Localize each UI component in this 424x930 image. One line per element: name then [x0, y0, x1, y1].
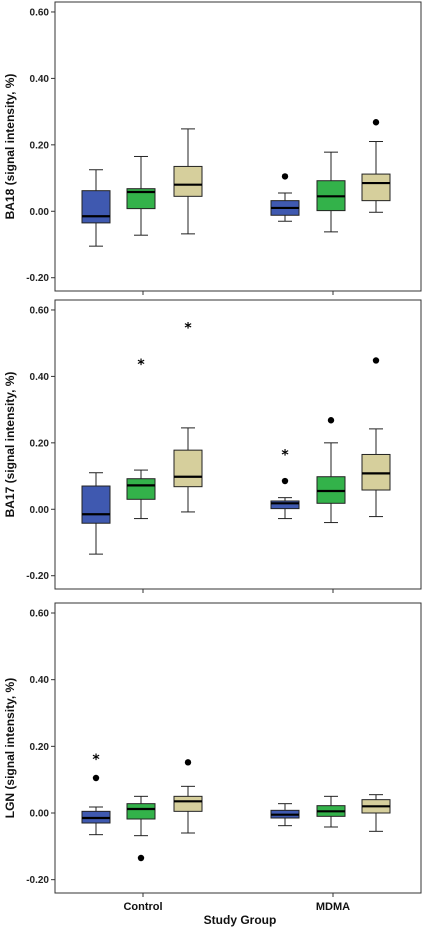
panel-1: -0.20 0.00 0.20 0.40 0.60 BA18 (signal intens… — [3, 1, 422, 295]
y-tick-label: 0.20 — [30, 742, 50, 753]
panel-frame — [54, 602, 422, 894]
box-control-2: * — [126, 357, 156, 520]
x-category-label: Control — [123, 901, 162, 913]
y-tick-label: 0.60 — [30, 7, 50, 18]
box-control-1 — [81, 169, 111, 247]
y-tick-label: -0.20 — [26, 571, 49, 582]
panel-2: -0.20 0.00 0.20 0.40 0.60 BA17 (signal intens… — [3, 299, 422, 593]
box-mdma-3 — [361, 357, 391, 518]
box-control-1 — [81, 472, 111, 555]
y-tick-label: 0.40 — [30, 675, 50, 686]
outlier-circle — [281, 173, 289, 180]
outlier-circle — [372, 119, 380, 126]
box-mdma-3 — [361, 119, 391, 213]
iqr-box — [81, 190, 111, 224]
y-axis-title: BA18 (signal intensity, %) — [3, 74, 17, 220]
box-control-3 — [173, 128, 203, 235]
iqr-box — [81, 485, 111, 524]
panel-3: -0.20 0.00 0.20 0.40 0.60 LGN (signal intensi… — [3, 602, 422, 927]
outlier-star: * — [137, 357, 145, 373]
iqr-box — [173, 795, 203, 812]
y-tick-label: 0.00 — [30, 809, 50, 820]
y-tick-label: -0.20 — [26, 273, 49, 284]
panel-frame — [54, 1, 422, 292]
box-mdma-1 — [270, 173, 300, 222]
outlier-circle — [281, 477, 289, 485]
y-tick-label: 0.00 — [30, 207, 50, 218]
outlier-circle — [372, 357, 380, 364]
iqr-box — [126, 478, 156, 500]
box-control-2 — [126, 795, 156, 862]
outlier-star: * — [281, 447, 289, 463]
iqr-box — [361, 173, 391, 202]
y-tick-label: -0.20 — [26, 875, 49, 886]
y-tick-label: 0.40 — [30, 74, 50, 85]
outlier-circle — [137, 854, 145, 862]
iqr-box — [361, 453, 391, 491]
box-mdma-1 — [270, 803, 300, 827]
y-tick-label: 0.20 — [30, 140, 50, 151]
outlier-circle — [184, 759, 192, 766]
iqr-box — [173, 165, 203, 197]
y-axis-title: LGN (signal intensity, %) — [3, 678, 17, 818]
panel-frame — [54, 299, 422, 590]
y-tick-label: 0.00 — [30, 505, 50, 516]
box-control-2 — [126, 155, 156, 236]
y-tick-label: 0.60 — [30, 305, 50, 316]
x-axis-title: Study Group — [204, 913, 277, 927]
box-control-3 — [173, 759, 203, 834]
iqr-box — [126, 803, 156, 820]
iqr-box — [270, 500, 300, 510]
box-mdma-2 — [316, 417, 346, 524]
y-tick-label: 0.40 — [30, 372, 50, 383]
box-mdma-3 — [361, 794, 391, 832]
outlier-circle — [92, 774, 100, 782]
box-mdma-1: * — [270, 447, 300, 520]
box-control-3: * — [173, 321, 203, 513]
x-category-label: MDMA — [316, 901, 350, 913]
box-control-1: * — [81, 752, 111, 836]
outlier-star: * — [92, 752, 100, 768]
y-tick-label: 0.20 — [30, 438, 50, 449]
box-mdma-2 — [316, 795, 346, 828]
y-axis-title: BA17 (signal intensity, %) — [3, 372, 17, 518]
iqr-box — [126, 188, 156, 210]
y-tick-label: 0.60 — [30, 609, 50, 620]
outlier-star: * — [184, 321, 192, 337]
box-mdma-2 — [316, 151, 346, 233]
outlier-circle — [327, 417, 335, 424]
iqr-box — [173, 449, 203, 488]
